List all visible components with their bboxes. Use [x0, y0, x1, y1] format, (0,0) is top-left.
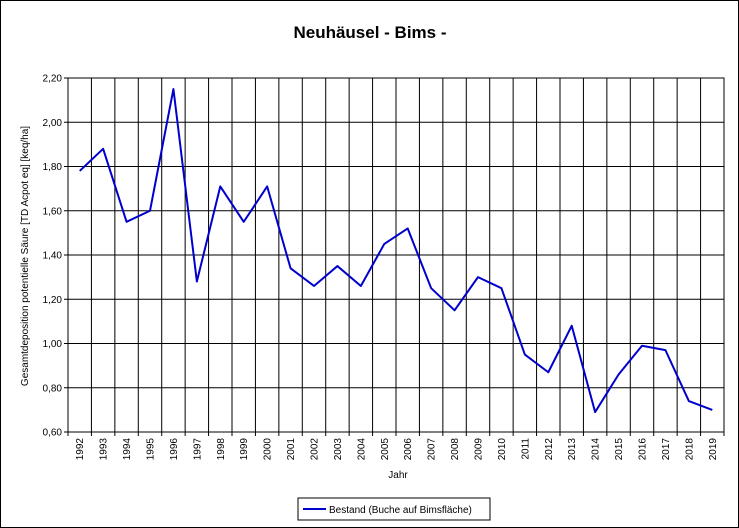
x-tick-label: 2005 [380, 438, 391, 461]
y-tick-label: 1,20 [43, 295, 63, 306]
x-tick-label: 2012 [544, 438, 555, 461]
y-tick-label: 0,80 [43, 383, 63, 394]
series-layer [79, 88, 713, 414]
x-tick-label: 1996 [169, 438, 180, 461]
y-tick-label: 1,00 [43, 339, 63, 350]
x-tick-label: 1999 [239, 438, 250, 461]
x-tick-label: 2006 [403, 438, 414, 461]
x-tick-label: 1994 [122, 438, 133, 461]
x-tick-label: 2018 [684, 438, 695, 461]
x-tick-label: 2002 [310, 438, 321, 461]
x-tick-label: 2016 [638, 438, 649, 461]
x-tick-label: 2019 [708, 438, 719, 461]
grid [67, 77, 725, 436]
x-tick-label: 1992 [75, 438, 86, 461]
y-axis-ticks: 0,60 0,80 1,00 1,20 1,40 1,60 1,80 2,00 2,20 [43, 74, 68, 439]
x-axis-ticks: 1992 1993 1994 1995 1996 1997 1998 1999 2000 2001… [75, 438, 719, 461]
y-tick-label: 1,40 [43, 251, 63, 262]
x-tick-label: 1998 [216, 438, 227, 461]
legend: Bestand (Buche auf Bimsfläche) [297, 497, 491, 521]
y-axis-label: Gesamtdeposition potentielle Säure [TD A… [20, 126, 31, 386]
y-tick-label: 1,60 [43, 206, 63, 217]
x-tick-label: 1993 [99, 438, 110, 461]
legend-label: Bestand (Buche auf Bimsfläche) [329, 505, 472, 516]
x-tick-label: 2004 [356, 438, 367, 461]
x-axis-label: Jahr [388, 470, 408, 481]
x-tick-label: 2010 [497, 438, 508, 461]
x-tick-label: 1995 [146, 438, 157, 461]
x-tick-label: 2009 [474, 438, 485, 461]
y-tick-label: 2,20 [43, 74, 63, 85]
x-tick-label: 2013 [567, 438, 578, 461]
x-tick-label: 1997 [192, 438, 203, 461]
chart-title: Neuhäusel - Bims - [293, 23, 446, 42]
x-tick-label: 2003 [333, 438, 344, 461]
series-line [79, 88, 713, 414]
y-tick-label: 2,00 [43, 118, 63, 129]
x-tick-label: 2001 [286, 438, 297, 461]
legend-box [297, 497, 491, 521]
y-tick-label: 1,80 [43, 162, 63, 173]
x-tick-label: 2017 [661, 438, 672, 461]
y-tick-label: 0,60 [43, 428, 63, 439]
x-tick-label: 2000 [263, 438, 274, 461]
x-tick-label: 2014 [591, 438, 602, 461]
x-tick-label: 2008 [450, 438, 461, 461]
x-tick-label: 2007 [427, 438, 438, 461]
x-tick-label: 2011 [520, 438, 531, 460]
x-tick-label: 2015 [614, 438, 625, 461]
